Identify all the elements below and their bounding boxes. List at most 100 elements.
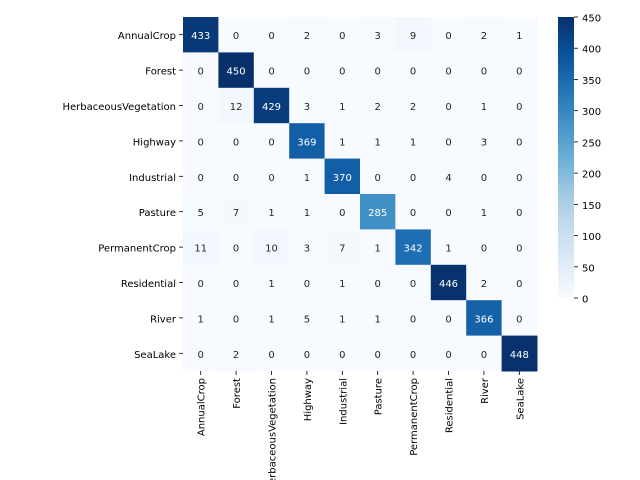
cell-value-label: 0 — [410, 67, 416, 78]
heatmap-cell — [395, 52, 432, 89]
cell-value-label: 5 — [304, 314, 310, 325]
heatmap-cell — [253, 17, 290, 53]
cell-value-label: 433 — [191, 31, 210, 42]
heatmap-cell — [501, 52, 538, 89]
x-tick-label: PermanentCrop — [409, 378, 420, 456]
heatmap-cell — [183, 158, 219, 195]
cell-value-label: 0 — [268, 350, 274, 361]
heatmap-cell — [501, 229, 538, 266]
colorbar-tick-label: 0 — [582, 295, 588, 306]
heatmap-cell — [430, 264, 467, 301]
cell-value-label: 2 — [481, 279, 487, 290]
heatmap-cell — [289, 123, 326, 160]
cell-value-label: 3 — [375, 31, 381, 42]
cell-value-label: 2 — [375, 102, 381, 113]
cell-value-label: 0 — [339, 350, 345, 361]
heatmap-cell — [289, 229, 326, 266]
x-tick-label: Highway — [303, 378, 314, 421]
heatmap-cell — [430, 123, 467, 160]
y-tick-label: River — [150, 314, 177, 325]
heatmap-cell — [324, 87, 361, 124]
cell-value-label: 7 — [233, 208, 239, 219]
heatmap-cell — [360, 52, 396, 89]
cell-value-label: 0 — [445, 67, 451, 78]
heatmap-cell — [253, 87, 290, 124]
cell-value-label: 0 — [516, 208, 522, 219]
cell-value-label: 3 — [304, 244, 310, 255]
cell-value-label: 0 — [516, 279, 522, 290]
cell-value-label: 0 — [445, 137, 451, 148]
cell-value-label: 1 — [410, 137, 416, 148]
cell-value-label: 0 — [445, 102, 451, 113]
cell-value-label: 0 — [198, 173, 204, 184]
heatmap-cell — [430, 17, 467, 53]
heatmap-cell — [253, 335, 290, 372]
cell-value-label: 450 — [227, 67, 246, 78]
cell-value-label: 0 — [516, 67, 522, 78]
heatmap-cell — [360, 87, 396, 124]
heatmap-cell — [395, 229, 432, 266]
cell-value-label: 3 — [304, 102, 310, 113]
heatmap-cell — [466, 17, 503, 53]
heatmap-cell — [183, 229, 219, 266]
cell-value-label: 1 — [516, 31, 522, 42]
heatmap-cell — [253, 123, 290, 160]
heatmap-cell — [501, 17, 538, 53]
heatmap-cell — [466, 300, 503, 337]
cell-value-label: 0 — [516, 102, 522, 113]
cell-value-label: 0 — [233, 279, 239, 290]
cell-value-label: 0 — [268, 67, 274, 78]
cell-value-label: 1 — [339, 314, 345, 325]
cell-value-label: 0 — [410, 173, 416, 184]
cell-value-label: 0 — [268, 31, 274, 42]
heatmap-cell — [218, 158, 255, 195]
cell-value-label: 0 — [198, 350, 204, 361]
x-tick-labels: AnnualCrop Forest HerbaceousVegetation High… — [197, 371, 526, 480]
cell-value-label: 0 — [516, 244, 522, 255]
cell-value-label: 1 — [445, 244, 451, 255]
heatmap-cell — [324, 264, 361, 301]
heatmap-cell — [183, 335, 219, 372]
x-tick-label: River — [480, 377, 491, 404]
heatmap-cell — [183, 264, 219, 301]
heatmap-cell — [430, 87, 467, 124]
heatmap-cell — [466, 229, 503, 266]
heatmap-cell — [218, 123, 255, 160]
cell-value-label: 0 — [268, 137, 274, 148]
y-tick-label: Forest — [145, 67, 176, 78]
cell-value-label: 0 — [445, 31, 451, 42]
cell-value-label: 446 — [439, 279, 458, 290]
y-tick-label: Highway — [133, 137, 176, 148]
cell-value-label: 370 — [333, 173, 352, 184]
cell-value-label: 0 — [304, 279, 310, 290]
heatmap-cell — [501, 158, 538, 195]
cell-value-label: 2 — [410, 102, 416, 113]
colorbar-tick-label: 100 — [582, 232, 601, 243]
heatmap-cell — [324, 123, 361, 160]
cell-value-label: 1 — [339, 137, 345, 148]
cell-value-label: 1 — [304, 173, 310, 184]
cell-value-label: 0 — [516, 173, 522, 184]
colorbar-tick-label: 250 — [582, 138, 601, 149]
heatmap-cell — [324, 194, 361, 230]
heatmap-cell — [466, 123, 503, 160]
heatmap-cell — [324, 229, 361, 266]
heatmap-cell — [430, 158, 467, 195]
cell-value-label: 1 — [268, 208, 274, 219]
heatmap-cell — [289, 335, 326, 372]
heatmap-cell — [395, 300, 432, 337]
cell-value-label: 0 — [233, 314, 239, 325]
cell-value-label: 1 — [268, 279, 274, 290]
heatmap-cell — [218, 17, 255, 53]
cell-value-label: 1 — [339, 279, 345, 290]
cell-value-label: 1 — [268, 314, 274, 325]
y-tick-label: PermanentCrop — [98, 244, 176, 255]
heatmap-cell — [289, 52, 326, 89]
colorbar-tick-label: 150 — [582, 201, 601, 212]
cell-value-label: 0 — [375, 173, 381, 184]
heatmap-cell — [466, 158, 503, 195]
heatmap-cell — [395, 17, 432, 53]
cell-value-label: 342 — [404, 244, 423, 255]
cell-value-label: 0 — [339, 208, 345, 219]
